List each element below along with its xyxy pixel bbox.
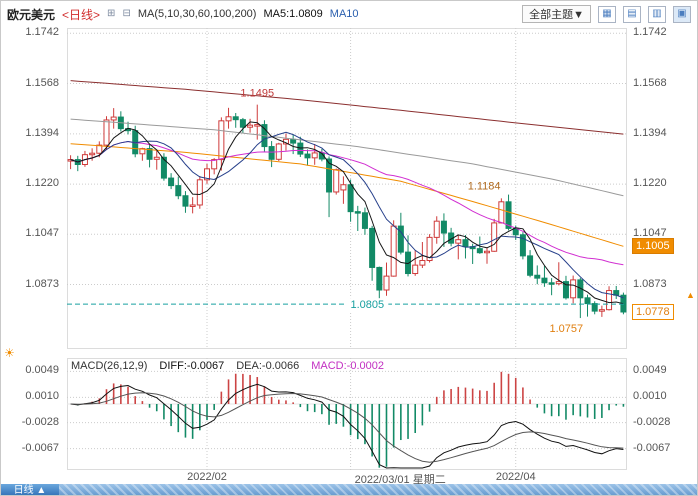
axis-label: -0.0067	[633, 441, 671, 454]
layout-rows-icon[interactable]: ▤	[623, 5, 641, 23]
layout-single-icon[interactable]: ▣	[673, 5, 691, 23]
axis-label: 1.1742	[25, 26, 59, 39]
price-plot-border	[67, 28, 627, 349]
ma5-line	[70, 121, 624, 305]
macd-histogram	[76, 371, 625, 468]
price-annotation: 1.0805	[350, 299, 384, 311]
axis-label: 1.1394	[25, 126, 59, 139]
axis-label: 1.1047	[25, 227, 59, 240]
ma5-value-label: MA5:1.0809	[263, 8, 323, 20]
macd-panel-canvas[interactable]	[67, 358, 627, 470]
dea-line	[70, 392, 624, 463]
price-annotation: 1.1495	[240, 88, 274, 100]
period-tag[interactable]: <日线>	[62, 7, 101, 22]
ma100-line	[70, 118, 624, 197]
axis-label: 1.1220	[633, 177, 667, 190]
price-annotation: 1.0757	[550, 323, 584, 335]
price-tag-1.0778: 1.0778	[632, 303, 674, 320]
axis-label: 1.1220	[25, 177, 59, 190]
timeframe-scrollbar[interactable]	[59, 484, 697, 495]
ma30-line	[70, 140, 624, 266]
candlestick-chart[interactable]: 1.1495 1.1184 1.0805 1.0757	[67, 28, 627, 349]
expand-icon[interactable]: ⊞	[107, 8, 116, 19]
axis-label: 1.1047	[633, 227, 667, 240]
layout-cols-icon[interactable]: ▥	[648, 5, 666, 23]
axis-label: 0.0010	[633, 390, 667, 403]
price-chart-canvas[interactable]: 1.1495 1.1184 1.0805 1.0757	[67, 28, 627, 349]
ma10-label: MA10	[329, 8, 359, 20]
axis-label: 0.0010	[25, 390, 59, 403]
ma200-line	[70, 80, 624, 135]
axis-label: 1.1568	[633, 76, 667, 89]
time-axis: 2022/02 2022/03/01 星期二 2022/04	[1, 470, 697, 486]
time-axis-label: 2022/02	[187, 471, 227, 483]
axis-label: 0.0049	[25, 364, 59, 377]
macd-diff-value: DIFF:-0.0067	[159, 360, 225, 372]
candles	[67, 104, 627, 319]
brightness-icon[interactable]: ☀	[4, 346, 15, 360]
price-scale-arrow-icon[interactable]: ▲	[686, 290, 695, 300]
axis-label: -0.0067	[21, 441, 59, 454]
macd-dea-value: DEA:-0.0066	[236, 360, 300, 372]
macd-hist-value: MACD:-0.0002	[311, 360, 384, 372]
ma60-line	[70, 143, 624, 247]
price-annotation: 1.1184	[468, 181, 501, 193]
axis-label: -0.0028	[21, 415, 59, 428]
macd-chart[interactable]	[67, 358, 627, 470]
time-axis-label: 2022/04	[495, 471, 536, 483]
macd-plot-border	[67, 358, 627, 470]
axis-label: 0.0049	[633, 364, 667, 377]
time-axis-label: 2022/03/01 星期二	[354, 474, 446, 486]
collapse-icon[interactable]: ⊟	[122, 8, 131, 19]
diff-line	[70, 383, 624, 469]
axis-label: -0.0028	[633, 415, 671, 428]
bottom-bar: 日线 ▲	[1, 484, 697, 495]
symbol-name[interactable]: 欧元美元	[7, 7, 56, 22]
price-tag-1.1005: 1.1005	[632, 238, 674, 255]
axis-label: 1.0873	[633, 277, 667, 290]
theme-dropdown-button[interactable]: 全部主题▼	[522, 5, 591, 23]
ma10-line	[70, 131, 624, 299]
layout-quad-icon[interactable]: ▦	[598, 5, 616, 23]
ma-settings-label[interactable]: MA(5,10,30,60,100,200)	[137, 8, 257, 20]
period-tab[interactable]: 日线 ▲	[1, 484, 59, 495]
axis-label: 1.1742	[633, 26, 667, 39]
chart-toolbar: 欧元美元 <日线> ⊞ ⊟ MA(5,10,30,60,100,200) MA5…	[1, 1, 697, 27]
macd-params-label[interactable]: MACD(26,12,9)	[71, 360, 148, 372]
macd-legend: MACD(26,12,9) DIFF:-0.0067 DEA:-0.0066 M…	[71, 360, 384, 372]
axis-label: 1.1568	[25, 76, 59, 89]
axis-label: 1.0873	[25, 277, 59, 290]
axis-label: 1.1394	[633, 126, 667, 139]
